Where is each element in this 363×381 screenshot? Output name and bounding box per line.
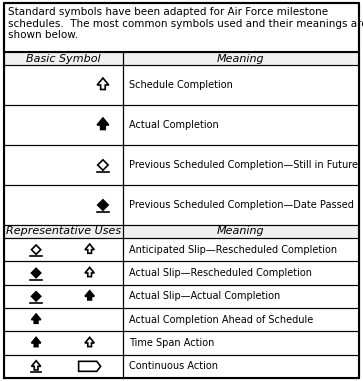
Polygon shape — [123, 238, 359, 261]
Polygon shape — [79, 361, 101, 371]
Text: Actual Slip—Actual Completion: Actual Slip—Actual Completion — [129, 291, 280, 301]
Polygon shape — [4, 185, 123, 225]
Polygon shape — [4, 285, 123, 308]
Polygon shape — [32, 245, 41, 254]
Text: Time Span Action: Time Span Action — [129, 338, 214, 348]
Text: Meaning: Meaning — [217, 226, 265, 237]
Text: Previous Scheduled Completion—Still in Future: Previous Scheduled Completion—Still in F… — [129, 160, 358, 170]
Polygon shape — [123, 105, 359, 145]
Polygon shape — [123, 185, 359, 225]
Polygon shape — [4, 52, 123, 65]
Polygon shape — [4, 65, 123, 105]
Polygon shape — [32, 292, 41, 301]
Text: Representative Uses: Representative Uses — [6, 226, 121, 237]
Polygon shape — [4, 308, 123, 331]
Polygon shape — [4, 105, 123, 145]
Polygon shape — [123, 145, 359, 185]
Polygon shape — [4, 261, 123, 285]
Text: Standard symbols have been adapted for Air Force milestone
schedules.  The most : Standard symbols have been adapted for A… — [8, 7, 363, 40]
Text: Previous Scheduled Completion—Date Passed: Previous Scheduled Completion—Date Passe… — [129, 200, 354, 210]
Polygon shape — [123, 308, 359, 331]
Polygon shape — [85, 291, 94, 300]
Polygon shape — [32, 338, 41, 347]
Polygon shape — [97, 78, 109, 90]
Polygon shape — [98, 200, 108, 210]
Polygon shape — [123, 65, 359, 105]
Polygon shape — [123, 355, 359, 378]
Text: Meaning: Meaning — [217, 53, 265, 64]
Polygon shape — [4, 355, 123, 378]
Polygon shape — [123, 285, 359, 308]
Polygon shape — [32, 268, 41, 278]
Polygon shape — [123, 225, 359, 238]
Text: Continuous Action: Continuous Action — [129, 361, 218, 371]
Polygon shape — [97, 118, 109, 130]
Polygon shape — [85, 244, 94, 253]
Text: Actual Slip—Rescheduled Completion: Actual Slip—Rescheduled Completion — [129, 268, 312, 278]
Polygon shape — [123, 52, 359, 65]
Polygon shape — [4, 331, 123, 355]
Polygon shape — [4, 145, 123, 185]
Text: Anticipated Slip—Rescheduled Completion: Anticipated Slip—Rescheduled Completion — [129, 245, 337, 255]
Text: Actual Completion: Actual Completion — [129, 120, 219, 130]
Text: Actual Completion Ahead of Schedule: Actual Completion Ahead of Schedule — [129, 315, 313, 325]
Polygon shape — [123, 261, 359, 285]
Polygon shape — [85, 338, 94, 347]
Polygon shape — [4, 225, 123, 238]
Polygon shape — [32, 314, 41, 323]
Text: Schedule Completion: Schedule Completion — [129, 80, 233, 90]
Polygon shape — [32, 361, 41, 370]
Text: Basic Symbol: Basic Symbol — [26, 53, 101, 64]
Polygon shape — [85, 267, 94, 277]
Polygon shape — [123, 331, 359, 355]
Polygon shape — [4, 238, 123, 261]
Polygon shape — [4, 3, 359, 52]
Polygon shape — [98, 160, 108, 170]
Polygon shape — [4, 3, 359, 378]
